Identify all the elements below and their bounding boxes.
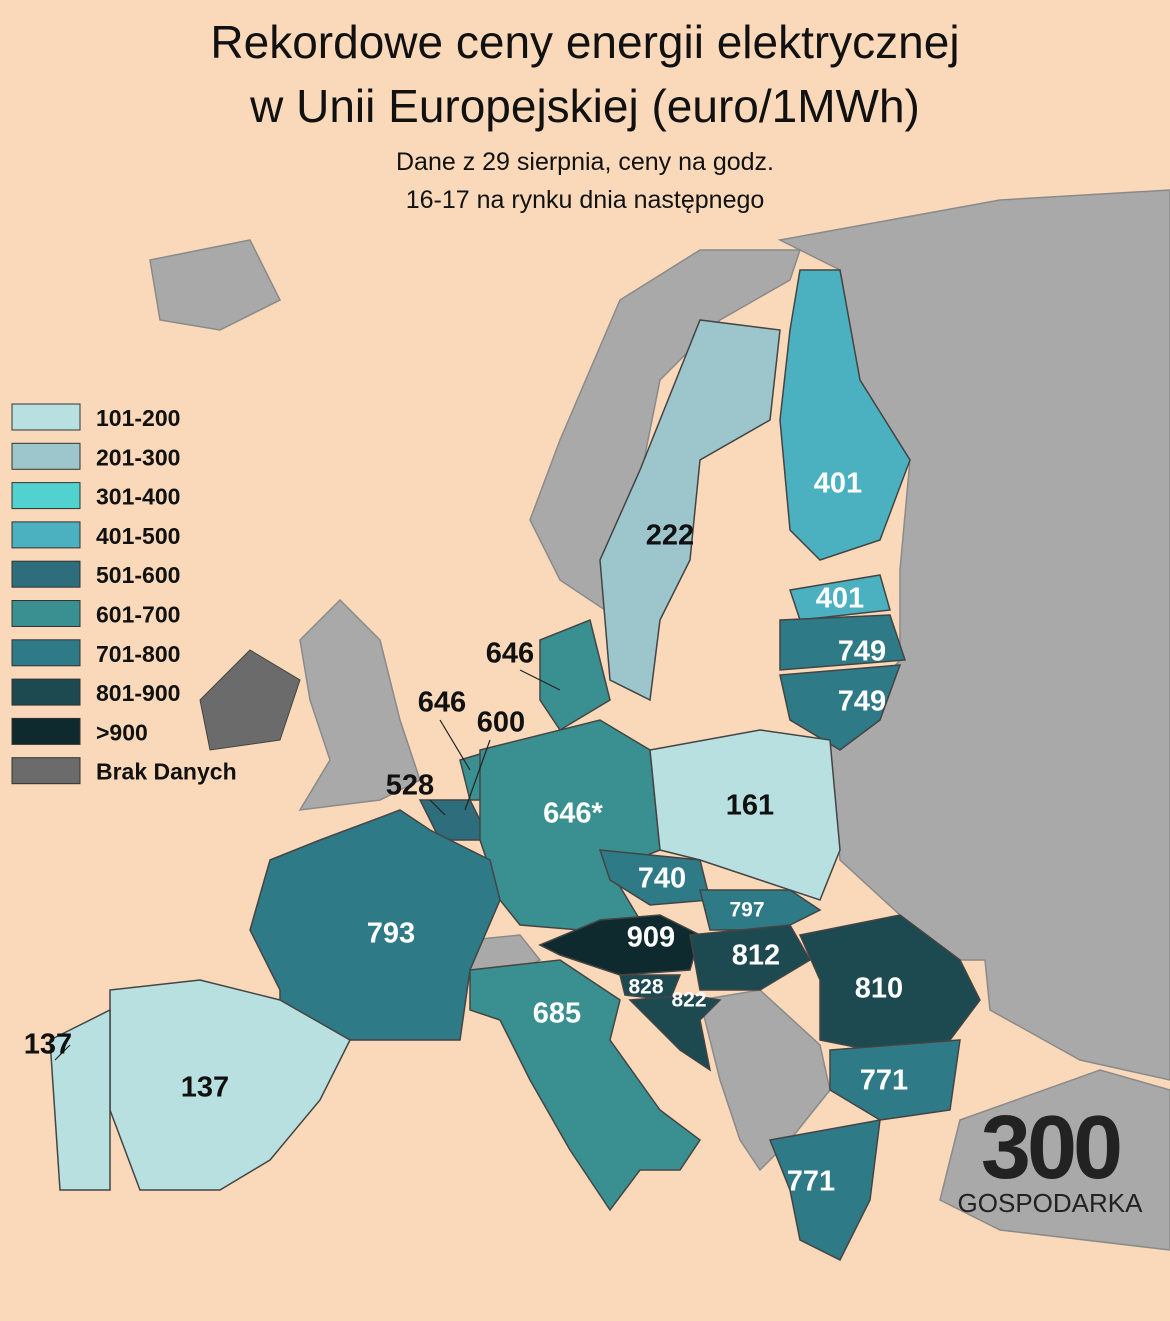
legend-label: 701-800 xyxy=(96,641,180,667)
romania xyxy=(798,914,981,1051)
value-label: 401 xyxy=(814,468,862,500)
legend-label: 301-400 xyxy=(96,484,180,510)
value-label: 812 xyxy=(732,940,780,972)
denmark xyxy=(539,618,611,732)
legend-label: Brak Danych xyxy=(96,759,237,785)
subtitle: Dane z 29 sierpnia, ceny na godz. xyxy=(396,148,774,176)
value-label: 828 xyxy=(628,976,663,999)
value-label: 137 xyxy=(181,1072,229,1104)
value-label: 222 xyxy=(646,520,694,552)
legend-swatch xyxy=(11,442,81,470)
legend-label: 101-200 xyxy=(96,405,180,431)
leader-line xyxy=(464,739,491,811)
value-label: 685 xyxy=(533,998,581,1030)
legend-label: >900 xyxy=(96,719,148,745)
value-label: 646* xyxy=(543,798,603,830)
legend-swatch xyxy=(11,521,81,549)
estonia xyxy=(789,574,891,621)
land xyxy=(149,239,282,331)
slovakia xyxy=(699,889,822,931)
value-label: 600 xyxy=(477,707,525,739)
legend-swatch xyxy=(11,717,81,745)
leader-line xyxy=(429,799,446,816)
value-label: 822 xyxy=(671,989,706,1012)
leader-line xyxy=(439,719,471,771)
leader-line xyxy=(54,1044,71,1061)
value-label: 161 xyxy=(726,790,774,822)
value-label: 749 xyxy=(838,636,886,668)
land xyxy=(298,598,421,811)
legend-label: 201-300 xyxy=(96,444,180,470)
hungary xyxy=(689,924,812,991)
value-label: 793 xyxy=(367,918,415,950)
ireland xyxy=(199,649,301,751)
croatia xyxy=(628,994,722,1072)
value-label: 646 xyxy=(418,687,466,719)
lithuania xyxy=(779,664,902,751)
legend-swatch xyxy=(11,757,81,785)
value-label: 909 xyxy=(627,922,675,954)
legend-swatch xyxy=(11,600,81,627)
value-label: 137 xyxy=(24,1029,72,1061)
czechia xyxy=(598,849,711,906)
land xyxy=(939,1069,1170,1251)
value-label: 771 xyxy=(787,1166,835,1198)
poland xyxy=(649,729,841,901)
legend-label: 801-900 xyxy=(96,680,180,706)
legend-swatch xyxy=(11,639,81,667)
bulgaria xyxy=(829,1039,961,1121)
sweden xyxy=(599,319,781,702)
title: Rekordowe ceny energii elektrycznej xyxy=(210,16,959,68)
legend-swatch xyxy=(11,678,81,706)
legend-swatch xyxy=(11,560,81,588)
leader-line xyxy=(519,669,561,691)
legend-label: 401-500 xyxy=(96,523,180,549)
italy xyxy=(469,959,702,1212)
value-label: 646 xyxy=(486,638,534,670)
legend-swatch xyxy=(11,403,81,431)
value-label: 810 xyxy=(855,973,903,1005)
value-label: 797 xyxy=(729,899,764,922)
finland xyxy=(779,269,911,561)
value-label: 740 xyxy=(638,863,686,895)
value-label: 749 xyxy=(838,686,886,718)
portugal xyxy=(49,1008,111,1191)
value-label: 528 xyxy=(386,770,434,802)
france xyxy=(249,809,501,1041)
spain xyxy=(109,979,351,1191)
latvia xyxy=(779,614,907,671)
value-label: 401 xyxy=(816,583,864,615)
value-label: 771 xyxy=(860,1065,908,1097)
legend-label: 601-700 xyxy=(96,602,180,628)
logo-number: 300 xyxy=(981,1098,1120,1198)
legend-label: 501-600 xyxy=(96,562,180,588)
logo-name: GOSPODARKA xyxy=(958,1188,1144,1218)
greece xyxy=(768,1119,881,1262)
title: w Unii Europejskiej (euro/1MWh) xyxy=(249,80,920,132)
subtitle: 16-17 na rynku dnia następnego xyxy=(406,186,765,214)
legend-swatch xyxy=(11,482,81,510)
